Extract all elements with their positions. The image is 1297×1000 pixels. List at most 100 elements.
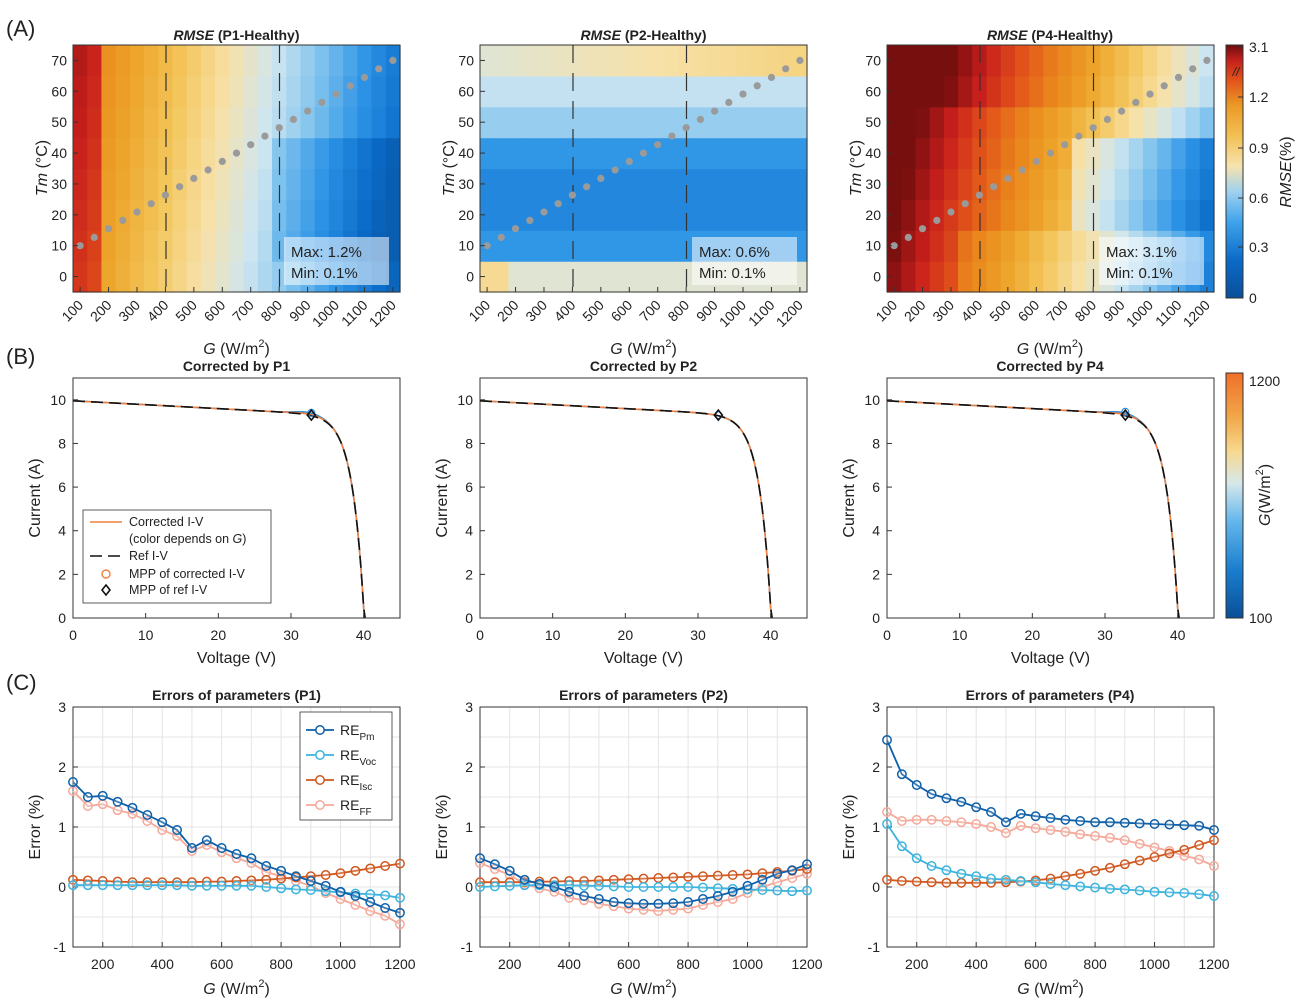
heatmap-cell — [229, 75, 245, 108]
heatmap-cell — [565, 168, 581, 200]
iv-plot-p2: Corrected by P2 0 10 20 30 40 0 2 4 6 8 10 Voltage … — [434, 358, 808, 667]
tm-g-dot — [767, 73, 776, 81]
colorbar-g-label: G(W/m2) — [1254, 464, 1274, 526]
colorbar-g-top: 1200 — [1249, 373, 1280, 389]
heatmap-y-tick-label: 20 — [865, 207, 881, 223]
iv-x-tick-label: 0 — [883, 627, 891, 643]
heatmap-x-tick-label: 100 — [465, 297, 493, 325]
heatmap-cell — [636, 199, 652, 231]
error-series-point — [246, 880, 257, 891]
error-y-tick-label: 3 — [58, 699, 66, 715]
heatmap-cell — [958, 75, 973, 108]
heatmap-cell — [1043, 261, 1059, 293]
heatmap-cell — [1128, 75, 1144, 108]
heatmap-cell — [144, 137, 159, 170]
error-series-point — [1075, 881, 1086, 892]
heatmap-cell — [1157, 75, 1172, 108]
heatmap-cell — [1142, 137, 1158, 170]
heatmap-cell — [1128, 199, 1144, 231]
error-series-point — [668, 904, 679, 915]
error-series-point — [489, 859, 500, 870]
iv-title: Corrected by P1 — [183, 358, 291, 374]
iv-y-tick-label: 8 — [58, 435, 66, 451]
heatmap-cell — [1029, 199, 1044, 231]
error-series-point — [475, 882, 485, 892]
heatmap-x-tick-label: 300 — [929, 297, 957, 325]
legend-corrected-label: Corrected I-V — [129, 515, 204, 529]
tm-g-dot — [1004, 174, 1012, 182]
error-legend-marker — [315, 725, 325, 735]
heatmap-cell — [243, 199, 259, 231]
error-series-point — [1179, 888, 1190, 898]
heatmap-cell — [186, 137, 202, 170]
heatmap-cell — [1071, 45, 1087, 77]
error-series-point — [802, 859, 812, 870]
iv-plot-p1: Corrected by P1 0 10 20 30 40 0 2 4 6 8 10 Voltage … — [27, 358, 401, 667]
error-series-point — [926, 789, 937, 799]
error-series-point — [593, 894, 604, 904]
heatmap-cell — [958, 137, 973, 170]
heatmap-cell — [328, 45, 344, 77]
heatmap-cell — [480, 106, 495, 139]
heatmap-x-tick-label: 800 — [1071, 297, 1099, 325]
error-y-tick-label: 1 — [58, 819, 66, 835]
heatmap-cell — [129, 75, 145, 108]
heatmap-cell — [144, 199, 159, 231]
heatmap-cell — [186, 199, 202, 231]
tm-g-dot — [739, 90, 747, 98]
error-series-point — [1209, 825, 1219, 835]
heatmap-cell — [1171, 199, 1187, 231]
heatmap-cell — [508, 106, 524, 139]
tm-g-dot — [332, 90, 340, 98]
error-series-point — [1179, 820, 1190, 831]
panel-label-a: (A) — [6, 16, 35, 41]
heatmap-cell — [522, 261, 538, 293]
heatmap-cell — [229, 261, 245, 293]
heatmap-cell — [73, 137, 88, 170]
heatmap-y-tick-label: 10 — [865, 238, 881, 254]
heatmap-cell — [87, 168, 103, 200]
iv-mpp-corrected — [1121, 407, 1130, 416]
heatmap-cell — [1128, 168, 1144, 200]
error-series-point — [1134, 818, 1145, 829]
heatmap-cells — [73, 45, 401, 293]
error-series-point — [1119, 835, 1130, 846]
heatmap-cell — [371, 75, 387, 108]
error-x-tick-label: 400 — [151, 956, 175, 972]
heatmap-max: Max: 1.2% — [291, 244, 362, 261]
tm-g-dot — [261, 132, 269, 140]
heatmap-cell — [986, 261, 1002, 293]
tm-g-dot — [597, 174, 605, 182]
error-series-point — [956, 817, 967, 828]
iv-plot-p4: Corrected by P4 0 10 20 30 40 0 2 4 6 8 10 Voltage … — [841, 358, 1215, 667]
heatmap-cell — [200, 45, 216, 77]
heatmap-cell — [764, 199, 780, 231]
error-series-point — [1015, 820, 1026, 831]
tm-g-dots — [76, 56, 397, 250]
error-series-point — [157, 880, 168, 891]
error-series-point — [1090, 831, 1101, 841]
heatmap-cell — [887, 261, 902, 293]
tm-g-dot — [753, 82, 761, 90]
heatmap-cell — [73, 168, 88, 200]
heatmap-cell — [229, 45, 245, 77]
heatmap-cell — [887, 199, 902, 231]
heatmap-cell — [593, 199, 609, 231]
heatmap-x-tick-label: 600 — [1015, 297, 1043, 325]
error-series-point — [772, 877, 783, 888]
error-y-tick-label: -1 — [868, 939, 881, 955]
error-series-point — [380, 890, 391, 901]
error-series-point — [216, 843, 227, 853]
heatmap-cell — [229, 106, 245, 139]
heatmap-cell — [929, 137, 945, 170]
error-title: Errors of parameters (P2) — [559, 687, 728, 703]
error-series-point — [261, 861, 272, 871]
heatmap-cell — [343, 75, 358, 108]
tm-g-dot — [540, 208, 548, 216]
colorbar-g-bottom: 100 — [1249, 610, 1273, 626]
heatmap-cell — [536, 230, 552, 262]
tm-g-dot — [161, 191, 169, 199]
heatmap-cell — [593, 137, 609, 170]
heatmap-x-tick-label: 1100 — [1152, 297, 1185, 330]
error-series-point — [956, 868, 967, 879]
